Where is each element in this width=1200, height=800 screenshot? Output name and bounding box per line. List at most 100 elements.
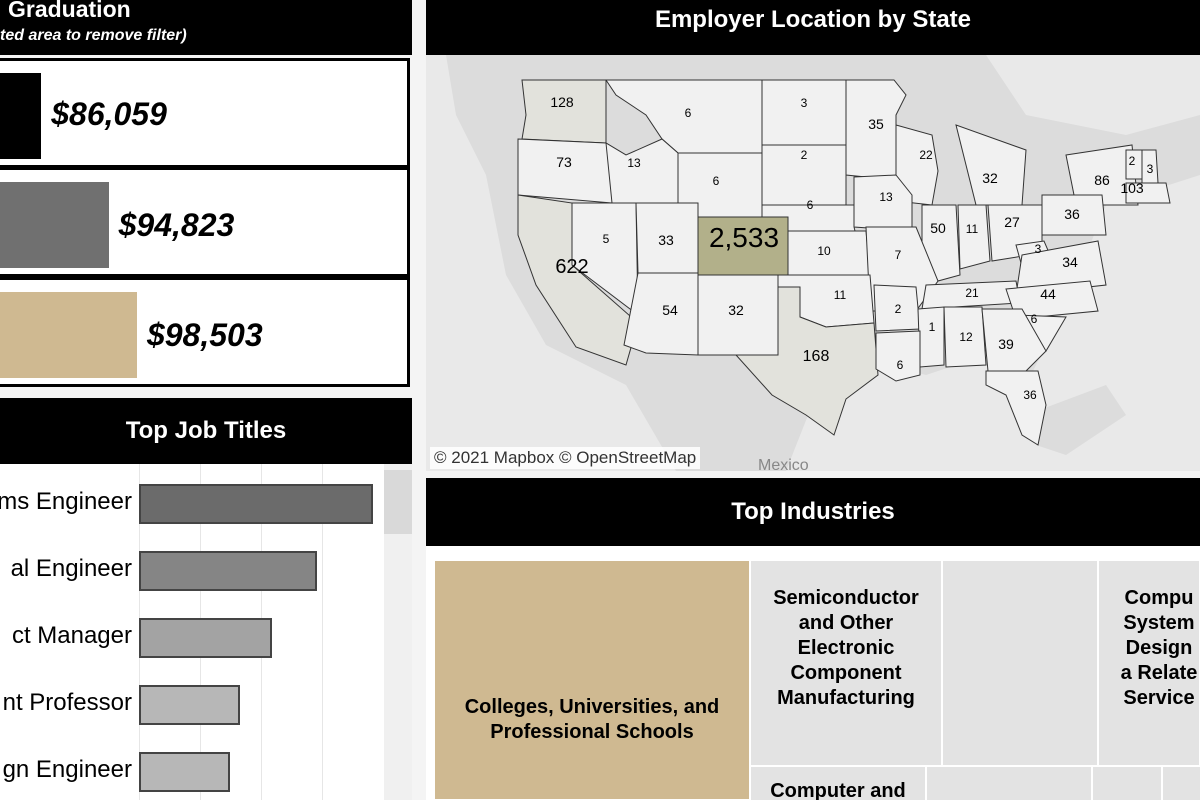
job-title-label: ct Manager (11, 622, 132, 649)
state-count-label: 6 (713, 174, 720, 188)
state-region[interactable] (734, 286, 879, 436)
job-title-label: gn Engineer (2, 756, 132, 783)
state-region[interactable] (985, 370, 1047, 446)
job-title-bar[interactable] (139, 484, 373, 524)
state-count-label: 3 (1035, 242, 1042, 256)
state-count-label: 44 (1040, 286, 1056, 302)
state-region[interactable] (623, 272, 699, 356)
salary-row-1[interactable]: $86,059 (0, 58, 410, 168)
industry-cell-other[interactable] (942, 560, 1098, 766)
state-count-label: 2 (895, 302, 902, 316)
scrollbar-thumb[interactable] (384, 470, 412, 534)
state-count-label: 36 (1023, 388, 1037, 402)
state-region[interactable] (917, 306, 945, 368)
salary-value-2: $94,823 (118, 207, 235, 243)
state-region[interactable] (943, 306, 987, 368)
industry-cell-semiconductor[interactable]: Semiconductor and Other Electronic Compo… (750, 560, 942, 766)
industry-label: Compu System Design a Relate Service (1120, 586, 1198, 709)
job-titles-title: Top Job Titles (125, 417, 287, 444)
state-count-label: 21 (965, 286, 979, 300)
map-header: Employer Location by State (426, 0, 1200, 55)
salary-bar-1[interactable] (0, 73, 42, 159)
salary-bar-2[interactable] (0, 182, 109, 268)
state-count-label: 6 (685, 106, 692, 120)
job-title-bar[interactable] (139, 551, 317, 591)
industry-label: Colleges, Universities, and Professional… (464, 696, 720, 743)
salary-panel-header: Graduation ted area to remove filter) (0, 0, 412, 55)
job-title-label: al Engineer (10, 555, 132, 582)
state-region[interactable] (1125, 182, 1171, 204)
state-count-label: 13 (627, 156, 641, 170)
state-region[interactable] (957, 204, 991, 270)
industries-treemap: Colleges, Universities, and Professional… (426, 546, 1200, 800)
industry-cell-colleges[interactable]: Colleges, Universities, and Professional… (434, 560, 750, 800)
state-count-label: 6 (807, 198, 814, 212)
industry-cell-small-3[interactable] (1162, 766, 1200, 800)
job-title-label: nt Professor (2, 689, 132, 716)
state-count-label: 7 (895, 248, 902, 262)
industry-cell-small-1[interactable] (926, 766, 1092, 800)
state-count-label: 54 (662, 302, 678, 318)
industries-title: Top Industries (731, 498, 895, 525)
state-count-label: 36 (1064, 206, 1080, 222)
state-count-label: 34 (1062, 254, 1078, 270)
job-title-label: ms Engineer (0, 488, 132, 515)
state-count-label: 1 (929, 320, 936, 334)
state-count-label: 5 (603, 232, 610, 246)
job-title-bar[interactable] (139, 752, 231, 792)
state-count-label: 2,533 (709, 222, 779, 253)
state-count-label: 33 (658, 232, 674, 248)
map-attribution[interactable]: © 2021 Mapbox © OpenStreetMap (430, 447, 701, 469)
industry-label: Semiconductor and Other Electronic Compo… (773, 586, 919, 709)
salary-value-1: $86,059 (51, 96, 167, 132)
map-title: Employer Location by State (654, 6, 972, 33)
state-count-label: 27 (1004, 214, 1020, 230)
state-region[interactable] (981, 308, 1047, 372)
state-count-label: 13 (879, 190, 893, 204)
state-count-label: 168 (803, 348, 830, 365)
state-count-label: 2 (801, 148, 808, 162)
industry-cell-computer-systems[interactable]: Compu System Design a Relate Service (1098, 560, 1200, 766)
state-count-label: 86 (1094, 172, 1110, 188)
salary-panel-title: Graduation (8, 0, 131, 22)
state-count-label: 11 (966, 222, 979, 236)
job-title-bar[interactable] (139, 685, 240, 725)
employer-state-map[interactable]: 128 6 3 35 73 13 2 22 6 32 86 2 3 103 13 36 6 5 33 2,533 50 1… (426, 55, 1200, 471)
gridline (322, 464, 323, 800)
industry-cell-small-2[interactable] (1092, 766, 1162, 800)
job-titles-scrollbar[interactable] (384, 464, 412, 800)
state-region[interactable] (761, 79, 847, 146)
state-count-label: 73 (556, 154, 572, 170)
salary-panel-subtitle: ted area to remove filter) (0, 27, 187, 44)
industry-label: Computer and (770, 780, 906, 800)
salary-bar-3[interactable] (0, 292, 137, 378)
state-count-label: 128 (550, 94, 574, 110)
state-count-label: 103 (1120, 180, 1144, 196)
state-count-label: 3 (801, 96, 808, 110)
industries-header: Top Industries (426, 478, 1200, 546)
salary-value-3: $98,503 (146, 317, 263, 353)
state-count-label: 10 (817, 244, 831, 258)
state-region[interactable] (517, 194, 639, 366)
job-titles-header: Top Job Titles (0, 398, 412, 464)
map-mexico-label: Mexico (758, 457, 809, 471)
salary-row-2[interactable]: $94,823 (0, 167, 410, 277)
state-count-label: 32 (982, 170, 998, 186)
state-count-label: 35 (868, 116, 884, 132)
state-region[interactable] (875, 330, 921, 382)
industry-cell-computer-and[interactable]: Computer and (750, 766, 926, 800)
state-count-label: 3 (1147, 162, 1154, 176)
state-count-label: 2 (1129, 154, 1136, 168)
salary-row-3[interactable]: $98,503 (0, 277, 410, 387)
state-count-label: 11 (834, 288, 847, 302)
job-titles-chart: ms Engineer al Engineer ct Manager nt Profe… (0, 464, 412, 800)
state-region[interactable] (521, 79, 607, 144)
state-count-label: 39 (998, 336, 1014, 352)
state-region[interactable] (1065, 144, 1139, 206)
state-count-label: 22 (919, 148, 933, 162)
state-count-label: 622 (555, 256, 588, 278)
job-title-bar[interactable] (139, 618, 273, 658)
state-count-label: 50 (930, 220, 946, 236)
state-count-label: 32 (728, 302, 744, 318)
